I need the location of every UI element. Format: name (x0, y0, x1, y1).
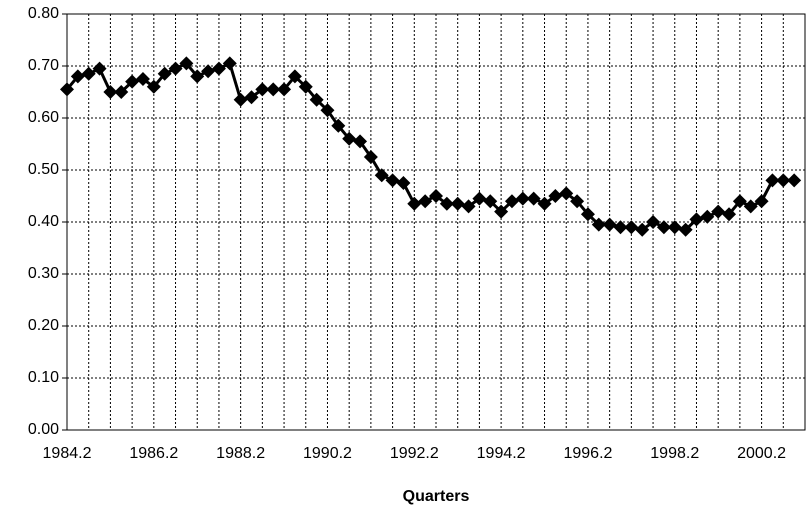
marker (396, 176, 411, 190)
y-tick-label: 0.20 (28, 317, 59, 334)
marker (244, 90, 259, 105)
marker (656, 220, 671, 235)
x-tick-label: 1992.2 (390, 445, 439, 462)
marker (125, 74, 140, 89)
x-tick-label: 1998.2 (650, 445, 699, 462)
marker (483, 194, 498, 209)
marker (754, 194, 769, 209)
y-tick-label: 0.10 (28, 369, 59, 386)
marker (570, 194, 585, 209)
x-tick-label: 1990.2 (303, 445, 352, 462)
y-tick-label: 0.70 (28, 57, 59, 74)
plot-border (66, 13, 806, 431)
marker (711, 204, 726, 219)
marker (787, 173, 802, 188)
marker (504, 194, 519, 209)
marker (190, 69, 205, 84)
marker (342, 131, 357, 146)
marker (450, 196, 465, 211)
marker (439, 196, 454, 211)
x-tick-label: 1994.2 (477, 445, 526, 462)
marker (114, 85, 129, 99)
marker (678, 222, 693, 237)
marker (472, 191, 487, 206)
marker (776, 173, 791, 188)
x-tick-label: 1996.2 (563, 445, 612, 462)
marker (515, 191, 530, 206)
x-tick-label: 1988.2 (216, 445, 265, 462)
y-tick-label: 0.60 (28, 109, 59, 126)
marker (722, 207, 737, 222)
marker (689, 212, 704, 227)
marker (743, 199, 758, 214)
marker (222, 56, 237, 71)
marker (732, 194, 747, 209)
marker (331, 118, 346, 133)
marker (298, 79, 313, 94)
marker (526, 191, 541, 206)
y-tick-label: 0.30 (28, 265, 59, 282)
marker (81, 66, 96, 81)
marker (374, 168, 389, 183)
marker (266, 82, 281, 97)
marker (92, 61, 107, 76)
marker (667, 220, 682, 235)
marker (385, 173, 400, 188)
marker (646, 215, 661, 229)
marker (70, 69, 85, 84)
marker (353, 134, 368, 149)
marker (635, 222, 650, 237)
marker (157, 66, 172, 81)
marker (211, 61, 226, 76)
marker (559, 186, 574, 201)
marker (548, 189, 563, 203)
marker (407, 196, 422, 211)
y-tick-label: 0.50 (28, 161, 59, 178)
y-tick-label: 0.40 (28, 213, 59, 230)
y-tick-label: 0.00 (28, 421, 59, 438)
marker (287, 69, 302, 84)
marker (613, 220, 628, 235)
marker (580, 207, 595, 222)
marker (201, 64, 216, 79)
marker (233, 92, 248, 107)
marker (320, 103, 335, 118)
marker (363, 150, 378, 164)
marker (146, 79, 161, 94)
marker (255, 82, 270, 97)
x-tick-label: 1986.2 (129, 445, 178, 462)
y-tick-label: 0.80 (28, 5, 59, 22)
series-line (65, 61, 795, 232)
marker (277, 82, 292, 97)
marker (700, 209, 715, 224)
marker (591, 217, 606, 232)
marker (60, 82, 74, 97)
x-tick-label: 1984.2 (43, 445, 92, 462)
marker (765, 173, 780, 188)
marker (602, 217, 617, 232)
marker (309, 92, 324, 107)
marker (494, 204, 509, 219)
marker (429, 189, 443, 203)
marker (103, 85, 118, 99)
x-axis-title: Quarters (403, 488, 470, 505)
marker (418, 194, 433, 209)
marker (461, 199, 476, 214)
marker (168, 61, 183, 76)
marker (624, 220, 639, 235)
marker (537, 196, 552, 211)
x-tick-label: 2000.2 (737, 445, 786, 462)
marker (135, 72, 150, 86)
marker (179, 56, 194, 71)
